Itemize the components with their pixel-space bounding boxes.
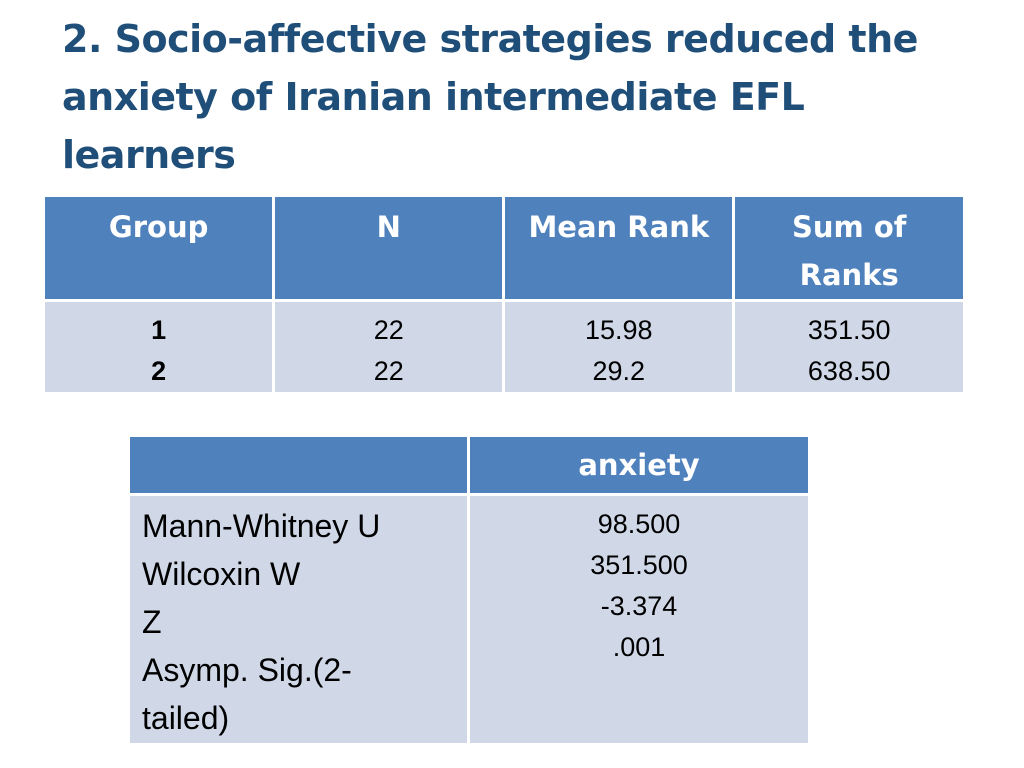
table-row: Mann-Whitney U Wilcoxin W Z Asymp. Sig.(… (127, 493, 811, 746)
group-value: 2 (151, 356, 167, 386)
n-cell: 22 22 (272, 299, 506, 395)
sum-of-ranks-cell: 351.50 638.50 (732, 299, 966, 395)
statistic-value: 98.500 (597, 509, 681, 539)
group-cell: 1 2 (41, 299, 276, 395)
header-group: Group (41, 194, 276, 302)
mean-rank-value: 29.2 (592, 356, 646, 386)
stats-table-header-row: anxiety (127, 434, 811, 496)
slide-title: 2. Socio-affective strategies reduced th… (62, 17, 918, 177)
statistic-value: 351.500 (590, 550, 688, 580)
group-value: 1 (151, 315, 167, 345)
statistic-labels-cell: Mann-Whitney U Wilcoxin W Z Asymp. Sig.(… (127, 493, 470, 746)
statistic-label: Mann-Whitney U (142, 508, 381, 544)
statistic-label: Asymp. Sig.(2-tailed) (142, 652, 352, 736)
statistic-values-cell: 98.500 351.500 -3.374 .001 (467, 493, 811, 746)
table-row: 1 2 22 22 15.98 29.2 351.50 638.50 (41, 299, 966, 395)
sum-of-ranks-value: 638.50 (807, 356, 891, 386)
rank-table-header-row: Group N Mean Rank Sum of Ranks (41, 194, 966, 302)
n-value: 22 (373, 315, 404, 345)
header-mean-rank: Mean Rank (502, 194, 736, 302)
header-blank (127, 434, 470, 496)
header-anxiety: anxiety (467, 434, 811, 496)
header-sum-of-ranks-label: Sum of Ranks (792, 210, 907, 292)
mean-rank-value: 15.98 (585, 315, 653, 345)
statistic-value: -3.374 (600, 591, 678, 621)
statistic-label: Z (142, 604, 162, 640)
header-sum-of-ranks: Sum of Ranks (732, 194, 966, 302)
test-statistics-table: anxiety Mann-Whitney U Wilcoxin W Z Asym… (127, 434, 811, 746)
mean-rank-cell: 15.98 29.2 (502, 299, 736, 395)
rank-table: Group N Mean Rank Sum of Ranks 1 2 22 22… (41, 194, 966, 395)
header-n: N (272, 194, 506, 302)
n-value: 22 (373, 356, 404, 386)
statistic-value: .001 (612, 632, 666, 662)
sum-of-ranks-value: 351.50 (807, 315, 891, 345)
statistic-label: Wilcoxin W (142, 556, 301, 592)
